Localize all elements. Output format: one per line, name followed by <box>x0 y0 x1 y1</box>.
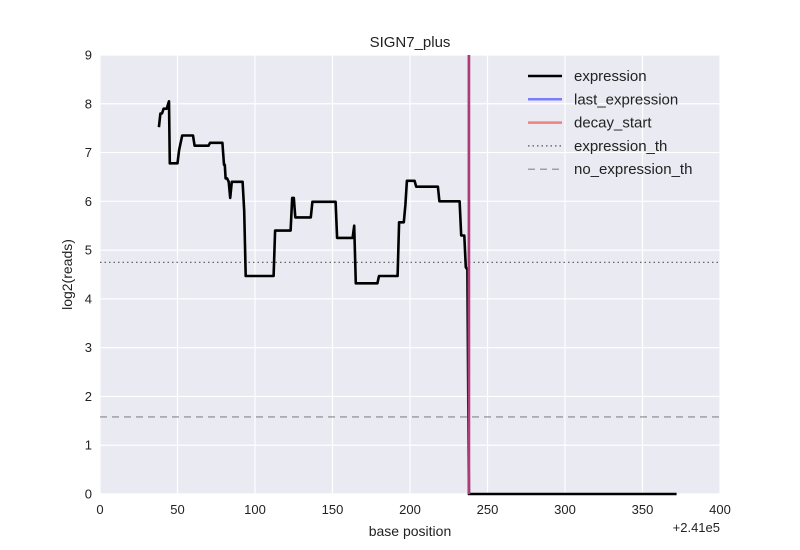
threshold-lines <box>100 261 720 418</box>
y-tick-label: 2 <box>85 389 92 404</box>
x-tick-label: 350 <box>632 502 654 517</box>
legend-label-last-expression: last_expression <box>574 91 678 108</box>
expression-line <box>157 100 677 496</box>
x-tick-label: 250 <box>477 502 499 517</box>
legend-label-no-expression-th: no_expression_th <box>574 161 692 178</box>
y-axis-title: log2(reads) <box>59 239 75 310</box>
y-tick-label: 7 <box>85 145 92 160</box>
y-tick-label: 9 <box>85 48 92 63</box>
legend-label-decay-start: decay_start <box>574 115 652 132</box>
y-tick-label: 5 <box>85 243 92 258</box>
x-tick-label: 50 <box>170 502 184 517</box>
x-tick-label: 150 <box>322 502 344 517</box>
y-tick-label: 8 <box>85 96 92 111</box>
x-axis-title: base position <box>369 523 452 539</box>
series-lines <box>157 100 677 496</box>
tick-labels: 0 50 100 150 200 250 300 350 400 0 1 2 3 4 5 6 7 8 9 <box>85 48 731 518</box>
legend-label-expression: expression <box>574 68 647 85</box>
x-tick-label: 100 <box>244 502 266 517</box>
x-tick-label: 300 <box>554 502 576 517</box>
x-tick-label: 400 <box>709 502 731 517</box>
y-tick-label: 0 <box>85 487 92 502</box>
chart-title: SIGN7_plus <box>370 34 451 51</box>
y-tick-label: 6 <box>85 194 92 209</box>
y-tick-label: 3 <box>85 340 92 355</box>
legend: expression last_expression decay_startexpr… <box>528 68 692 178</box>
x-axis-offset-label: +2.41e5 <box>673 520 720 535</box>
x-tick-label: 0 <box>96 502 103 517</box>
x-tick-label: 200 <box>399 502 421 517</box>
y-tick-label: 1 <box>85 438 92 453</box>
y-tick-label: 4 <box>85 291 92 306</box>
legend-label-expression-th: expression_th <box>574 138 667 155</box>
